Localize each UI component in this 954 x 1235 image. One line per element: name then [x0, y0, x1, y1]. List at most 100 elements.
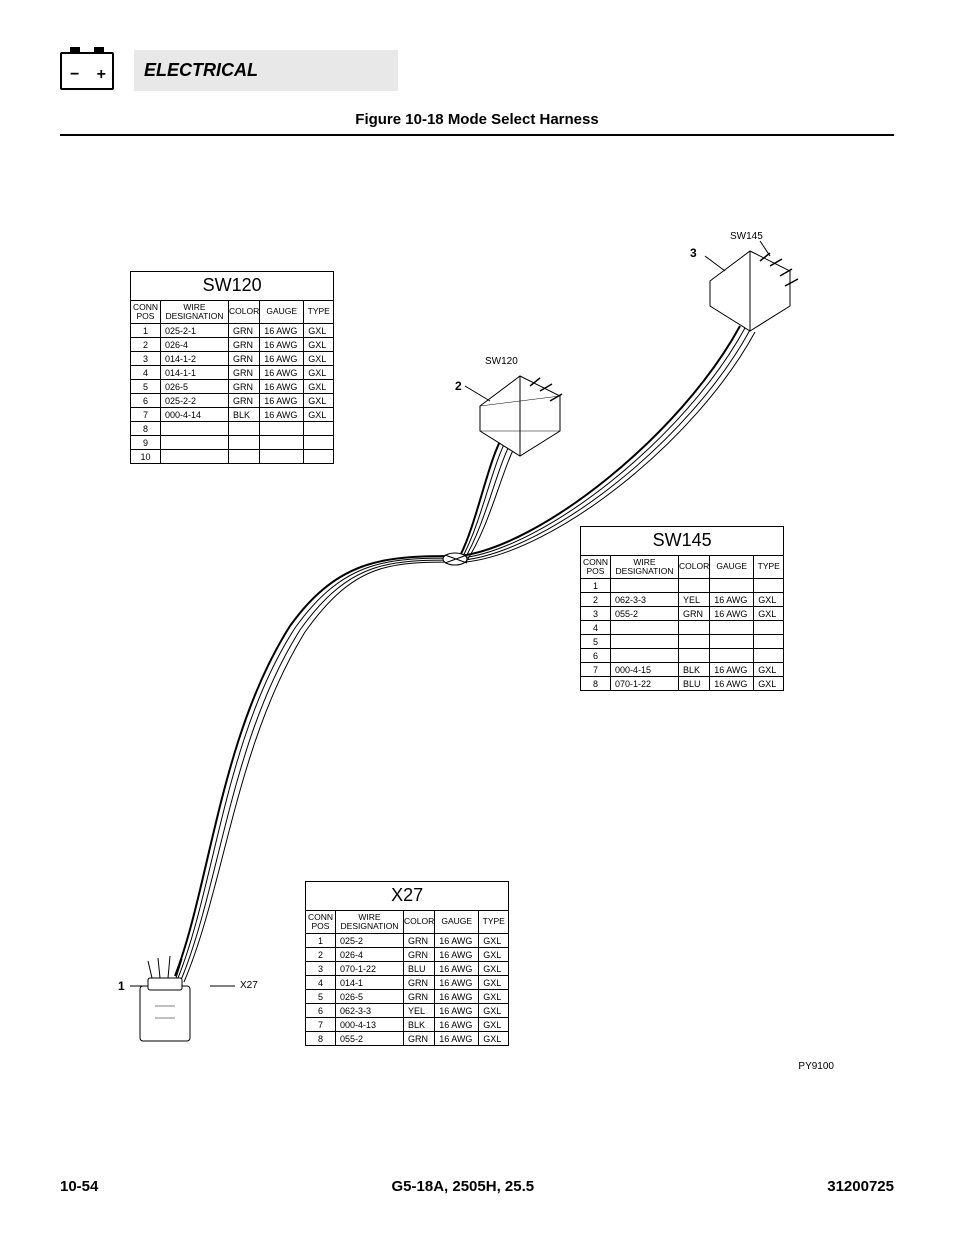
diagram-area: SW145 3 SW120 2 1 X27 PY9100 SW120 CONNP…	[60, 136, 894, 1076]
table-cell: 025-2-2	[161, 394, 229, 408]
table-row: 5	[581, 635, 784, 649]
table-cell: BLU	[679, 677, 710, 691]
table-row: 4	[581, 621, 784, 635]
table-cell: 070-1-22	[611, 677, 679, 691]
col-head: CONNPOS	[581, 555, 611, 579]
table-cell: GXL	[479, 1004, 509, 1018]
table-cell: 8	[581, 677, 611, 691]
col-head: GAUGE	[710, 555, 754, 579]
table-cell: YEL	[679, 593, 710, 607]
table-cell: GXL	[479, 934, 509, 948]
label-x27: X27	[240, 980, 258, 991]
table-cell	[304, 436, 334, 450]
table-cell: GRN	[404, 1032, 435, 1046]
table-cell: GRN	[229, 352, 260, 366]
table-cell: BLK	[679, 663, 710, 677]
table-cell: 16 AWG	[435, 990, 479, 1004]
table-cell: 16 AWG	[710, 663, 754, 677]
table-cell: 026-4	[161, 338, 229, 352]
table-cell: GXL	[479, 990, 509, 1004]
table-cell	[304, 422, 334, 436]
table-cell: BLK	[404, 1018, 435, 1032]
table-cell: 9	[131, 436, 161, 450]
table-row: 6025-2-2GRN16 AWGGXL	[131, 394, 334, 408]
connector-sw145	[710, 251, 798, 331]
table-cell: 055-2	[336, 1032, 404, 1046]
col-head: GAUGE	[260, 300, 304, 324]
table-cell	[260, 422, 304, 436]
table-cell: GRN	[404, 990, 435, 1004]
col-head: TYPE	[479, 910, 509, 934]
connector-x27	[140, 956, 190, 1041]
figure-title: Figure 10-18 Mode Select Harness	[60, 111, 894, 128]
connector-sw120	[480, 376, 562, 456]
label-sw120: SW120	[485, 356, 518, 367]
table-cell: 16 AWG	[260, 352, 304, 366]
table-sw145-title: SW145	[581, 527, 784, 556]
battery-icon: −+	[60, 52, 114, 90]
table-cell	[679, 621, 710, 635]
table-cell: 8	[306, 1032, 336, 1046]
table-cell: 014-1-1	[161, 366, 229, 380]
table-cell: 026-5	[336, 990, 404, 1004]
table-cell: 055-2	[611, 607, 679, 621]
table-cell: 062-3-3	[336, 1004, 404, 1018]
table-cell: GXL	[479, 976, 509, 990]
table-cell	[754, 621, 784, 635]
table-cell: GRN	[404, 948, 435, 962]
table-row: 6062-3-3YEL16 AWGGXL	[306, 1004, 509, 1018]
page-header: −+ ELECTRICAL	[60, 50, 894, 91]
table-cell: YEL	[404, 1004, 435, 1018]
table-row: 2026-4GRN16 AWGGXL	[131, 338, 334, 352]
callout-2: 2	[455, 379, 462, 393]
table-row: 6	[581, 649, 784, 663]
table-cell: 6	[131, 394, 161, 408]
table-row: 3070-1-22BLU16 AWGGXL	[306, 962, 509, 976]
col-head: GAUGE	[435, 910, 479, 934]
table-cell: 000-4-14	[161, 408, 229, 422]
table-cell: 16 AWG	[260, 324, 304, 338]
table-sw120: SW120 CONNPOS WIREDESIGNATION COLOR GAUG…	[130, 271, 334, 464]
table-cell: 2	[581, 593, 611, 607]
col-head: COLOR	[679, 555, 710, 579]
table-cell: BLU	[404, 962, 435, 976]
table-cell: 025-2	[336, 934, 404, 948]
table-cell: 2	[131, 338, 161, 352]
table-cell: 16 AWG	[435, 934, 479, 948]
table-cell: 16 AWG	[710, 593, 754, 607]
table-row: 5026-5GRN16 AWGGXL	[131, 380, 334, 394]
table-cell	[611, 649, 679, 663]
table-cell: 000-4-13	[336, 1018, 404, 1032]
table-cell	[260, 450, 304, 464]
table-cell: GXL	[754, 607, 784, 621]
callout-3: 3	[690, 246, 697, 260]
table-cell: GRN	[229, 394, 260, 408]
table-cell	[304, 450, 334, 464]
table-row: 2062-3-3YEL16 AWGGXL	[581, 593, 784, 607]
table-cell: GXL	[304, 366, 334, 380]
table-sw120-title: SW120	[131, 272, 334, 301]
footer-model: G5-18A, 2505H, 25.5	[392, 1178, 535, 1195]
table-cell: 026-4	[336, 948, 404, 962]
table-cell: 000-4-15	[611, 663, 679, 677]
table-cell: 4	[581, 621, 611, 635]
table-cell: GXL	[304, 338, 334, 352]
footer-docnum: 31200725	[827, 1178, 894, 1195]
table-cell	[611, 635, 679, 649]
col-head: WIREDESIGNATION	[611, 555, 679, 579]
table-cell: 025-2-1	[161, 324, 229, 338]
table-row: 4014-1-1GRN16 AWGGXL	[131, 366, 334, 380]
table-cell: 16 AWG	[435, 962, 479, 976]
label-sw145: SW145	[730, 231, 763, 242]
table-cell: 16 AWG	[435, 948, 479, 962]
page-footer: 10-54 G5-18A, 2505H, 25.5 31200725	[60, 1178, 894, 1195]
col-head: COLOR	[404, 910, 435, 934]
table-row: 8055-2GRN16 AWGGXL	[306, 1032, 509, 1046]
table-row: 7000-4-13BLK16 AWGGXL	[306, 1018, 509, 1032]
col-head: COLOR	[229, 300, 260, 324]
col-head: TYPE	[754, 555, 784, 579]
col-head: CONNPOS	[306, 910, 336, 934]
table-row: 7000-4-15BLK16 AWGGXL	[581, 663, 784, 677]
footer-page: 10-54	[60, 1178, 98, 1195]
table-cell	[754, 635, 784, 649]
